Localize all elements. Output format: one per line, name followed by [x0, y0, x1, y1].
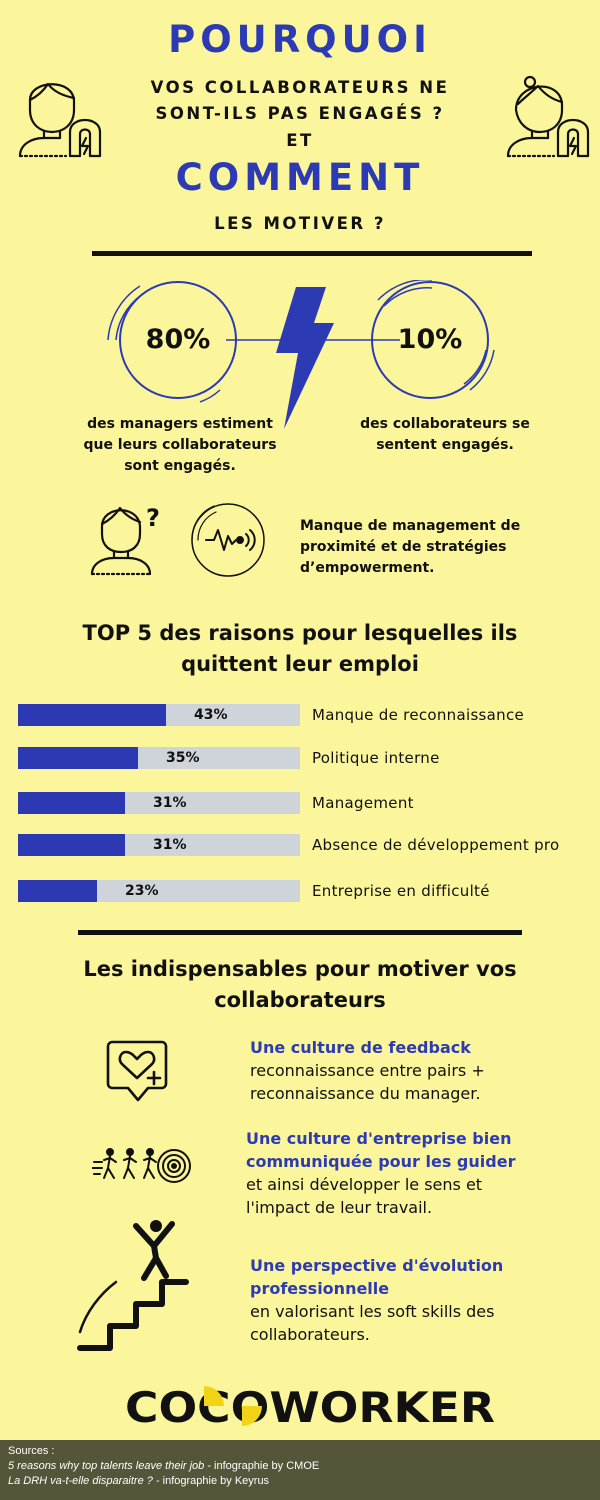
heartbeat-signal-icon	[191, 503, 265, 577]
motivate-item-culture: Une culture d'entreprise bien communiqué…	[246, 1127, 586, 1219]
bar-track: 35%	[18, 747, 300, 769]
bar-fill	[18, 792, 125, 814]
bar-track: 43%	[18, 704, 300, 726]
subtitle-et: ET	[286, 131, 314, 150]
motivate-item-desc-line-2: l'impact de leur travail.	[246, 1198, 433, 1217]
stat-right-caption: des collaborateurs se sentent engagés.	[330, 414, 560, 456]
motivate-item-title-line-2: communiquée pour les guider	[246, 1152, 516, 1171]
motivate-item-evolution: Une perspective d'évolution professionne…	[250, 1254, 590, 1346]
subtitle-line-1: VOS COLLABORATEURS NE	[150, 78, 450, 97]
confused-person-icon: ?	[90, 504, 160, 576]
cause-text: Manque de management de proximité et de …	[300, 516, 570, 579]
motivate-item-desc-line-2: collaborateurs.	[250, 1325, 370, 1344]
motivate-item-title-line-1: Une perspective d'évolution	[250, 1256, 504, 1275]
runners-target-icon	[92, 1148, 191, 1183]
motivate-item-title-line-2: professionnelle	[250, 1279, 390, 1298]
bar-value-label: 35%	[166, 750, 200, 766]
top5-title: TOP 5 des raisons pour lesquelles ils qu…	[0, 618, 600, 680]
motivate-item-desc-line-1: et ainsi développer le sens et	[246, 1175, 483, 1194]
motivate-item-title-line-1: Une culture de feedback	[250, 1038, 471, 1057]
title-comment: COMMENT	[175, 156, 425, 199]
svg-text:?: ?	[146, 504, 160, 532]
stat-right-value: 10%	[397, 324, 463, 355]
bar-value-label: 31%	[153, 795, 187, 811]
cocoworker-logo: COCOWORKER	[125, 1383, 495, 1432]
title-pourquoi: POURQUOI	[168, 18, 432, 61]
motivate-title-line-1: Les indispensables pour motiver vos	[83, 957, 517, 981]
motivate-item-desc-line-1: reconnaissance entre pairs +	[250, 1061, 485, 1080]
source-1: 5 reasons why top talents leave their jo…	[8, 1459, 592, 1474]
sources-footer: Sources : 5 reasons why top talents leav…	[0, 1440, 600, 1500]
bar-track: 31%	[18, 834, 300, 856]
lightning-icon	[276, 287, 334, 429]
top5-title-line-2: quittent leur emploi	[181, 652, 419, 676]
motivate-title-line-2: collaborateurs	[214, 988, 386, 1012]
motivate-item-title-line-1: Une culture d'entreprise bien	[246, 1129, 512, 1148]
stat-left-line-1: des managers estiment	[87, 416, 273, 432]
woman-magnet-icon	[506, 75, 590, 158]
bar-track: 23%	[18, 880, 300, 902]
heart-feedback-icon	[106, 1040, 168, 1102]
cause-line-2: proximité et de stratégies	[300, 539, 507, 555]
motivate-item-desc-line-1: en valorisant les soft skills des	[250, 1302, 495, 1321]
sources-label: Sources :	[8, 1445, 55, 1457]
cause-line-1: Manque de management de	[300, 518, 521, 534]
stat-left-value: 80%	[145, 324, 211, 355]
stairs-success-icon	[77, 1220, 189, 1351]
stat-right-line-2: sentent engagés.	[376, 437, 514, 453]
bar-fill	[18, 747, 138, 769]
bar-fill	[18, 880, 97, 902]
source-1-author: - infographie by CMOE	[204, 1460, 320, 1472]
man-magnet-icon	[18, 82, 102, 158]
bar-value-label: 23%	[125, 883, 159, 899]
bar-value-label: 31%	[153, 837, 187, 853]
stat-left-line-2: que leurs collaborateurs	[83, 437, 277, 453]
bar-category-label: Management	[312, 794, 414, 812]
source-2-author: - infographie by Keyrus	[152, 1475, 270, 1487]
cause-line-3: d’empowerment.	[300, 560, 435, 576]
bar-track: 31%	[18, 792, 300, 814]
motivate-item-feedback: Une culture de feedback reconnaissance e…	[250, 1036, 580, 1105]
bar-category-label: Politique interne	[312, 749, 440, 767]
divider-top	[92, 251, 532, 256]
bar-value-label: 43%	[194, 707, 228, 723]
source-2-title: La DRH va-t-elle disparaitre ?	[8, 1475, 153, 1487]
stat-right-line-1: des collaborateurs se	[360, 416, 530, 432]
bar-category-label: Entreprise en difficulté	[312, 882, 490, 900]
divider-middle	[78, 930, 522, 935]
top5-title-line-1: TOP 5 des raisons pour lesquelles ils	[82, 621, 518, 645]
subtitle-motiver: LES MOTIVER ?	[214, 214, 386, 233]
motivate-item-desc-line-2: reconnaissance du manager.	[250, 1084, 481, 1103]
bar-category-label: Manque de reconnaissance	[312, 706, 525, 724]
source-1-title: 5 reasons why top talents leave their jo…	[8, 1460, 205, 1472]
stat-left-line-3: sont engagés.	[124, 458, 236, 474]
bar-category-label: Absence de développement pro	[312, 836, 560, 854]
bar-fill	[18, 834, 125, 856]
logo-text: COCOWORKER	[125, 1383, 495, 1432]
subtitle-line-2: SONT-ILS PAS ENGAGÉS ?	[155, 104, 445, 123]
stat-left-caption: des managers estiment que leurs collabor…	[60, 414, 300, 477]
motivate-title: Les indispensables pour motiver vos coll…	[0, 954, 600, 1016]
bar-fill	[18, 704, 166, 726]
source-2: La DRH va-t-elle disparaitre ? - infogra…	[8, 1474, 592, 1489]
